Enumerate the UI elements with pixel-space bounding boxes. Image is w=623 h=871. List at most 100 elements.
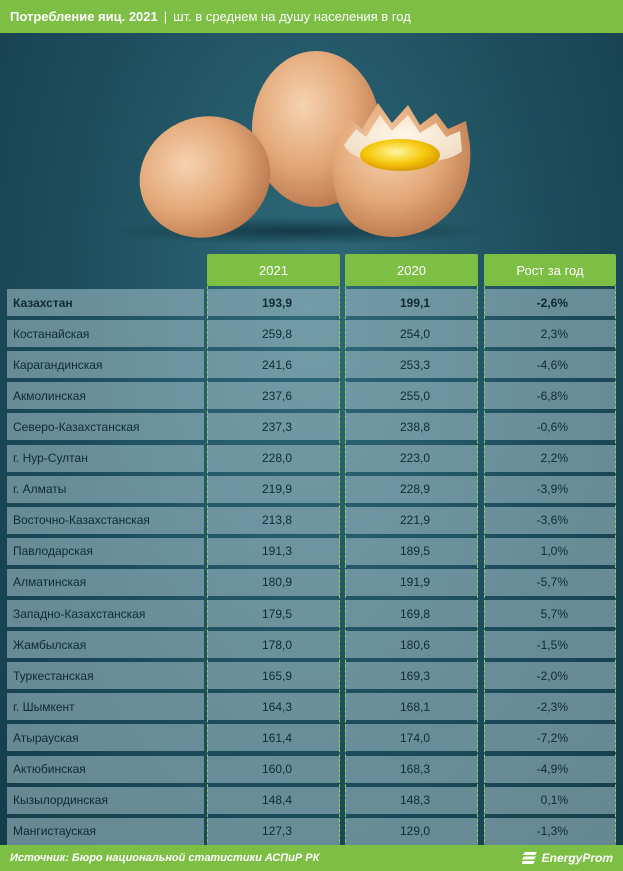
value-2020: 254,0 xyxy=(345,320,478,348)
value-2020: 169,3 xyxy=(345,662,478,690)
table-row: Мангистауская 127,3 129,0 -1,3% xyxy=(7,817,616,845)
title-separator: | xyxy=(163,9,168,24)
region-name: Павлодарская xyxy=(7,537,204,565)
growth-value: -4,6% xyxy=(484,351,616,379)
value-2020: 253,3 xyxy=(345,351,478,379)
value-2021: 127,3 xyxy=(207,817,340,845)
value-2020: 148,3 xyxy=(345,786,478,814)
column-header-2020: 2020 xyxy=(345,254,478,286)
growth-value: 1,0% xyxy=(484,537,616,565)
growth-value: -2,0% xyxy=(484,662,616,690)
growth-value: -7,2% xyxy=(484,724,616,752)
column-guide xyxy=(477,286,478,842)
value-2020: 199,1 xyxy=(345,289,478,316)
egg-front xyxy=(139,116,271,238)
column-guide xyxy=(345,286,346,842)
table-row: г. Нур-Султан 228,0 223,0 2,2% xyxy=(7,444,616,472)
table-row: Восточно-Казахстанская 213,8 221,9 -3,6% xyxy=(7,506,616,534)
region-name: Кызылординская xyxy=(7,786,204,814)
table-row: Кызылординская 148,4 148,3 0,1% xyxy=(7,786,616,814)
region-name: Западно-Казахстанская xyxy=(7,600,204,627)
value-2020: 255,0 xyxy=(345,382,478,410)
table-row: Западно-Казахстанская 179,5 169,8 5,7% xyxy=(7,600,616,627)
value-2021: 179,5 xyxy=(207,600,340,627)
source-note: Источник: Бюро национальной статистики А… xyxy=(10,852,320,864)
region-name: Туркестанская xyxy=(7,662,204,690)
value-2021: 237,3 xyxy=(207,413,340,441)
brand-mark-icon xyxy=(521,852,537,864)
column-guide xyxy=(339,286,340,842)
table-row: Актюбинская 160,0 168,3 -4,9% xyxy=(7,755,616,783)
egg-yolk xyxy=(360,139,440,171)
value-2020: 129,0 xyxy=(345,817,478,845)
value-2021: 191,3 xyxy=(207,537,340,565)
growth-value: -4,9% xyxy=(484,755,616,783)
value-2021: 259,8 xyxy=(207,320,340,348)
value-2021: 161,4 xyxy=(207,724,340,752)
region-name: Алматинская xyxy=(7,568,204,596)
column-guide xyxy=(615,286,616,842)
table-row: Алматинская 180,9 191,9 -5,7% xyxy=(7,568,616,596)
table-row: г. Шымкент 164,3 168,1 -2,3% xyxy=(7,693,616,721)
region-name: Казахстан xyxy=(7,289,204,316)
growth-value: -3,9% xyxy=(484,475,616,503)
column-header-2021: 2021 xyxy=(207,254,340,286)
brand-logo: EnergyProm xyxy=(521,851,613,865)
region-name: Мангистауская xyxy=(7,817,204,845)
value-2020: 169,8 xyxy=(345,600,478,627)
table-row: Северо-Казахстанская 237,3 238,8 -0,6% xyxy=(7,413,616,441)
region-name: Восточно-Казахстанская xyxy=(7,506,204,534)
value-2020: 189,5 xyxy=(345,537,478,565)
value-2021: 165,9 xyxy=(207,662,340,690)
table-row: Карагандинская 241,6 253,3 -4,6% xyxy=(7,351,616,379)
table-row: Акмолинская 237,6 255,0 -6,8% xyxy=(7,382,616,410)
value-2020: 180,6 xyxy=(345,631,478,659)
growth-value: -1,3% xyxy=(484,817,616,845)
value-2021: 213,8 xyxy=(207,506,340,534)
region-name: г. Нур-Султан xyxy=(7,444,204,472)
header-bar: Потребление яиц. 2021 | шт. в среднем на… xyxy=(0,0,623,33)
value-2021: 193,9 xyxy=(207,289,340,316)
region-name: Атырауская xyxy=(7,724,204,752)
region-name: Акмолинская xyxy=(7,382,204,410)
growth-value: 2,3% xyxy=(484,320,616,348)
brand-name: EnergyProm xyxy=(541,851,613,865)
table-row: г. Алматы 219,9 228,9 -3,9% xyxy=(7,475,616,503)
value-2020: 228,9 xyxy=(345,475,478,503)
value-2021: 241,6 xyxy=(207,351,340,379)
chart-title: Потребление яиц. 2021 xyxy=(10,9,158,24)
region-name: Костанайская xyxy=(7,320,204,348)
value-2020: 238,8 xyxy=(345,413,478,441)
column-guide xyxy=(207,286,208,842)
value-2021: 228,0 xyxy=(207,444,340,472)
value-2020: 168,1 xyxy=(345,693,478,721)
value-2020: 174,0 xyxy=(345,724,478,752)
table-row: Жамбылская 178,0 180,6 -1,5% xyxy=(7,631,616,659)
table-row: Атырауская 161,4 174,0 -7,2% xyxy=(7,724,616,752)
region-name: г. Алматы xyxy=(7,475,204,503)
table-row: Туркестанская 165,9 169,3 -2,0% xyxy=(7,662,616,690)
chart-subtitle: шт. в среднем на душу населения в год xyxy=(173,9,411,24)
region-name: г. Шымкент xyxy=(7,693,204,721)
value-2021: 237,6 xyxy=(207,382,340,410)
growth-value: -5,7% xyxy=(484,568,616,596)
value-2020: 223,0 xyxy=(345,444,478,472)
eggs-illustration xyxy=(110,51,490,245)
table-row: Костанайская 259,8 254,0 2,3% xyxy=(7,320,616,348)
growth-value: -3,6% xyxy=(484,506,616,534)
table-row: Павлодарская 191,3 189,5 1,0% xyxy=(7,537,616,565)
growth-value: 0,1% xyxy=(484,786,616,814)
growth-value: -1,5% xyxy=(484,631,616,659)
region-name: Жамбылская xyxy=(7,631,204,659)
value-2021: 148,4 xyxy=(207,786,340,814)
growth-value: -2,6% xyxy=(484,289,616,316)
region-name: Карагандинская xyxy=(7,351,204,379)
column-header-growth: Рост за год xyxy=(484,254,616,286)
column-guide xyxy=(484,286,485,842)
value-2021: 178,0 xyxy=(207,631,340,659)
growth-value: -0,6% xyxy=(484,413,616,441)
growth-value: 5,7% xyxy=(484,600,616,627)
value-2021: 219,9 xyxy=(207,475,340,503)
value-2021: 160,0 xyxy=(207,755,340,783)
